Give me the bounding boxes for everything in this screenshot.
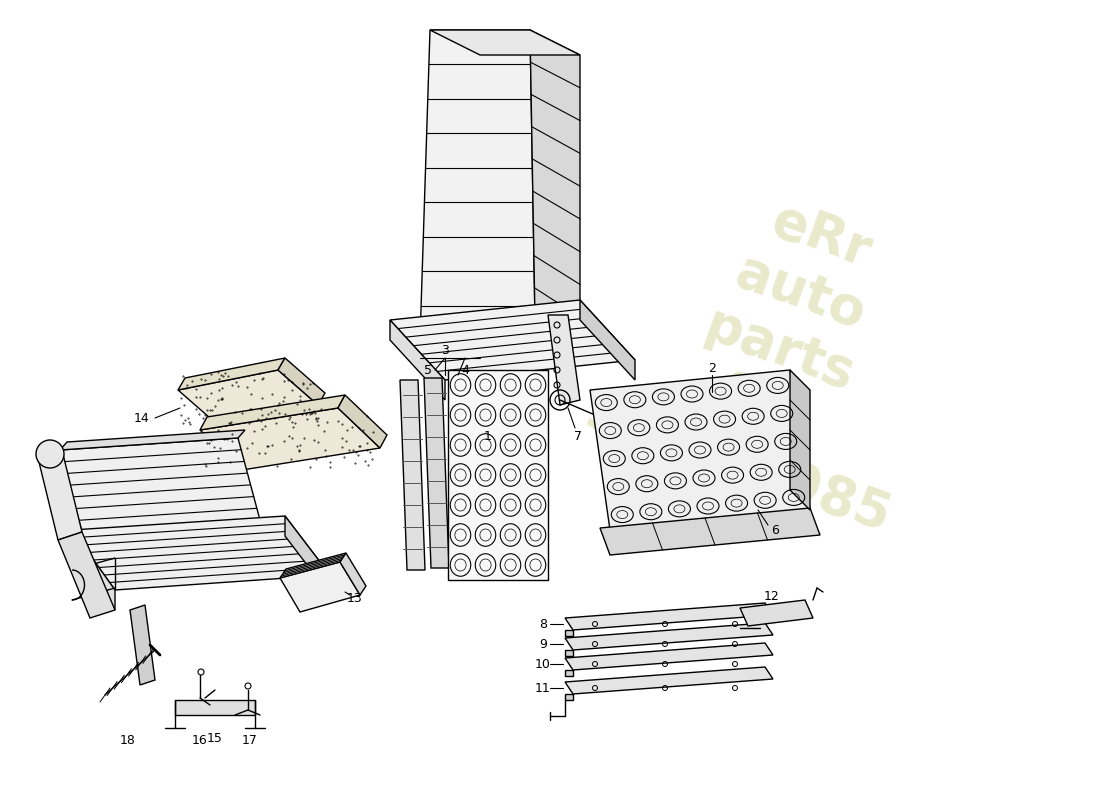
Text: 7: 7 bbox=[574, 430, 582, 442]
Polygon shape bbox=[448, 370, 548, 580]
Text: 11: 11 bbox=[535, 682, 551, 694]
Polygon shape bbox=[590, 370, 810, 530]
Polygon shape bbox=[340, 553, 366, 595]
Polygon shape bbox=[200, 408, 380, 470]
Polygon shape bbox=[565, 670, 573, 676]
Polygon shape bbox=[285, 516, 330, 595]
Text: 4: 4 bbox=[461, 363, 469, 377]
Polygon shape bbox=[175, 700, 255, 715]
Polygon shape bbox=[280, 562, 360, 612]
Polygon shape bbox=[280, 553, 346, 578]
Polygon shape bbox=[740, 600, 813, 626]
Text: 18: 18 bbox=[120, 734, 136, 746]
Text: 2: 2 bbox=[708, 362, 716, 374]
Polygon shape bbox=[60, 430, 245, 450]
Polygon shape bbox=[565, 643, 773, 670]
Polygon shape bbox=[530, 30, 580, 350]
Text: 9: 9 bbox=[539, 638, 547, 650]
Polygon shape bbox=[565, 650, 573, 656]
Polygon shape bbox=[390, 300, 635, 380]
Text: 5: 5 bbox=[424, 363, 432, 377]
Polygon shape bbox=[178, 358, 285, 390]
Polygon shape bbox=[58, 532, 116, 618]
Polygon shape bbox=[72, 530, 116, 610]
Polygon shape bbox=[565, 630, 573, 636]
Text: 6: 6 bbox=[771, 523, 779, 537]
Text: eRr
auto
parts
for
since 1985: eRr auto parts for since 1985 bbox=[580, 158, 980, 542]
Polygon shape bbox=[424, 378, 449, 568]
Text: 10: 10 bbox=[535, 658, 551, 670]
Text: 16: 16 bbox=[192, 734, 208, 746]
Polygon shape bbox=[178, 370, 318, 425]
Text: 12: 12 bbox=[764, 590, 780, 602]
Polygon shape bbox=[580, 300, 635, 380]
Polygon shape bbox=[565, 623, 773, 650]
Polygon shape bbox=[390, 320, 446, 400]
Polygon shape bbox=[565, 667, 773, 694]
Polygon shape bbox=[200, 395, 345, 430]
Text: 13: 13 bbox=[348, 591, 363, 605]
Polygon shape bbox=[790, 370, 810, 510]
Polygon shape bbox=[338, 395, 387, 448]
Text: 14: 14 bbox=[134, 411, 150, 425]
Text: 8: 8 bbox=[539, 618, 547, 630]
Text: 3: 3 bbox=[441, 343, 449, 357]
Polygon shape bbox=[278, 358, 324, 405]
Polygon shape bbox=[430, 30, 580, 55]
Text: 17: 17 bbox=[242, 734, 257, 746]
Polygon shape bbox=[420, 30, 535, 340]
Text: 1: 1 bbox=[484, 430, 492, 442]
Circle shape bbox=[36, 440, 64, 468]
Polygon shape bbox=[565, 603, 773, 630]
Polygon shape bbox=[39, 450, 82, 540]
Polygon shape bbox=[600, 508, 820, 555]
Polygon shape bbox=[60, 438, 260, 532]
Polygon shape bbox=[400, 380, 425, 570]
Polygon shape bbox=[72, 516, 330, 590]
Polygon shape bbox=[565, 694, 573, 700]
Polygon shape bbox=[130, 605, 155, 685]
Text: 15: 15 bbox=[207, 731, 223, 745]
Polygon shape bbox=[548, 315, 580, 405]
